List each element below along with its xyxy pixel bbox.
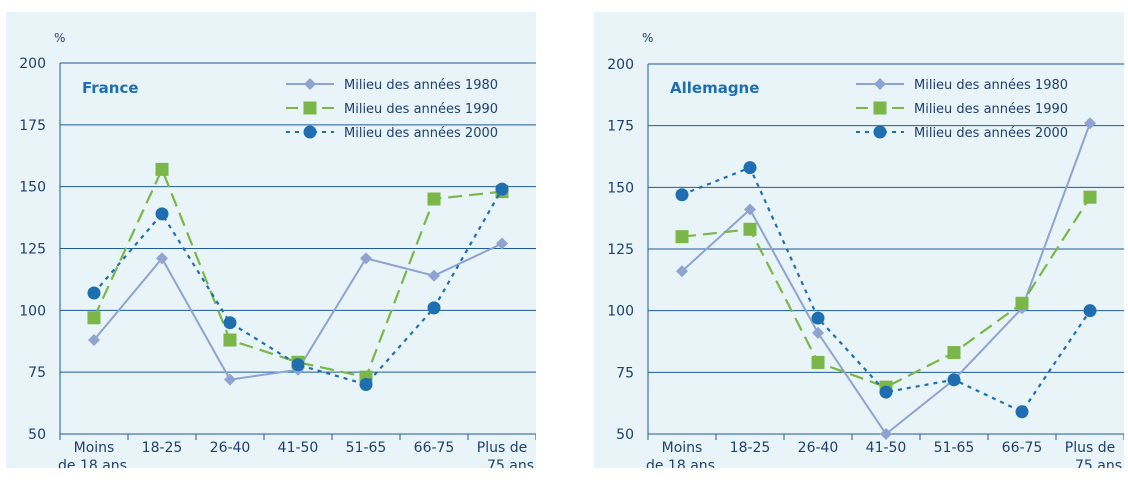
- legend-label: Milieu des années 1990: [344, 102, 498, 117]
- x-tick-label: 75 ans: [487, 458, 534, 468]
- y-tick-label: 200: [607, 57, 634, 73]
- data-point-circle: [303, 125, 317, 139]
- data-point-circle: [291, 358, 305, 372]
- series-line: [681, 196, 1091, 389]
- y-tick-label: 125: [607, 242, 634, 258]
- data-point-circle: [675, 188, 689, 202]
- data-point-circle: [947, 373, 961, 387]
- chart-france-plot: % 50 75 100 125 150 175 200 Moins de 18 ans 18-25 2…: [19, 31, 536, 468]
- data-point-square: [811, 355, 825, 369]
- data-point-square: [873, 101, 887, 115]
- series-line: [93, 188, 503, 386]
- y-tick-label: 50: [28, 427, 46, 443]
- y-tick-label: 100: [607, 304, 634, 320]
- data-point-diamond: [88, 334, 100, 347]
- data-point-diamond: [428, 269, 440, 282]
- data-point-diamond: [812, 326, 824, 339]
- data-point-circle: [495, 182, 509, 196]
- chart-france: % 50 75 100 125 150 175 200 Moins de 18 ans 18-25 2…: [6, 12, 536, 468]
- data-point-diamond: [224, 373, 236, 386]
- x-tick-label: 51-65: [346, 440, 387, 456]
- x-tick-label: de 18 ans: [646, 458, 715, 468]
- x-tick-label: Plus de: [477, 440, 527, 456]
- y-tick-label: 200: [19, 56, 46, 72]
- data-point-circle: [879, 385, 893, 399]
- y-unit-label: %: [54, 31, 65, 45]
- x-tick-label: 41-50: [866, 440, 907, 456]
- chart-title: Allemagne: [670, 79, 759, 97]
- data-point-square: [87, 311, 101, 325]
- chart-allemagne: % 50 75 100 125 150 175 200 Moins de 18 ans 18-25 2…: [594, 12, 1124, 468]
- x-tick-label: 41-50: [278, 440, 319, 456]
- data-point-diamond: [676, 265, 688, 278]
- x-tick-label: 26-40: [798, 440, 839, 456]
- data-point-square: [155, 162, 169, 176]
- data-point-square: [427, 192, 441, 206]
- data-point-circle: [743, 161, 757, 175]
- data-point-diamond: [156, 252, 168, 265]
- legend-label: Milieu des années 2000: [344, 126, 498, 141]
- x-tick-label: 18-25: [730, 440, 771, 456]
- legend-label: Milieu des années 1980: [344, 78, 498, 93]
- data-point-diamond: [360, 252, 372, 265]
- data-point-square: [1083, 190, 1097, 204]
- data-point-circle: [1083, 304, 1097, 318]
- y-tick-label: 75: [616, 365, 634, 381]
- data-point-diamond: [496, 237, 508, 250]
- chart-title: France: [82, 79, 139, 97]
- data-point-diamond: [304, 78, 316, 90]
- data-point-circle: [873, 125, 887, 139]
- data-point-square: [303, 101, 317, 115]
- data-point-circle: [427, 301, 441, 315]
- x-tick-label: 26-40: [210, 440, 251, 456]
- y-tick-label: 175: [607, 119, 634, 135]
- y-tick-label: 100: [19, 303, 46, 319]
- x-tick-label: 18-25: [142, 440, 183, 456]
- data-point-circle: [87, 286, 101, 300]
- data-point-square: [223, 333, 237, 347]
- data-point-circle: [1015, 405, 1029, 419]
- legend-label: Milieu des années 1990: [914, 102, 1068, 117]
- y-tick-label: 175: [19, 118, 46, 134]
- data-point-square: [675, 230, 689, 244]
- y-tick-label: 150: [19, 180, 46, 196]
- data-point-diamond: [1084, 117, 1096, 130]
- legend-label: Milieu des années 1980: [914, 78, 1068, 93]
- x-tick-label: 66-75: [1002, 440, 1043, 456]
- y-unit-label: %: [642, 31, 653, 45]
- data-point-circle: [155, 207, 169, 221]
- x-tick-label: Moins: [662, 440, 703, 456]
- y-tick-label: 50: [616, 427, 634, 443]
- data-point-circle: [811, 311, 825, 325]
- data-point-square: [743, 222, 757, 236]
- data-point-circle: [359, 378, 373, 392]
- x-tick-label: de 18 ans: [58, 458, 127, 468]
- data-point-square: [947, 346, 961, 360]
- y-tick-label: 125: [19, 242, 46, 258]
- data-point-diamond: [874, 78, 886, 90]
- y-tick-label: 150: [607, 180, 634, 196]
- data-point-circle: [223, 316, 237, 330]
- x-tick-label: 75 ans: [1075, 458, 1122, 468]
- x-tick-label: 51-65: [934, 440, 975, 456]
- legend-label: Milieu des années 2000: [914, 126, 1068, 141]
- y-tick-label: 75: [28, 365, 46, 381]
- x-tick-label: Plus de: [1065, 440, 1115, 456]
- data-point-diamond: [880, 428, 892, 440]
- x-tick-label: 66-75: [414, 440, 455, 456]
- data-point-square: [1015, 296, 1029, 310]
- x-tick-label: Moins: [74, 440, 115, 456]
- data-point-diamond: [744, 203, 756, 216]
- chart-allemagne-plot: % 50 75 100 125 150 175 200 Moins de 18 ans 18-25 2…: [607, 31, 1124, 468]
